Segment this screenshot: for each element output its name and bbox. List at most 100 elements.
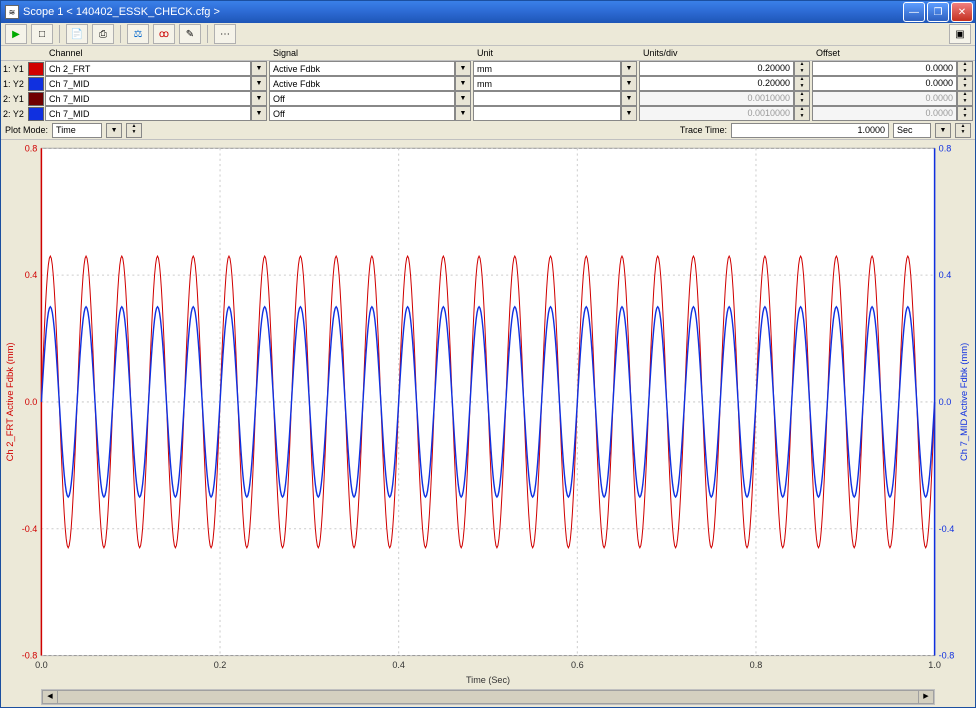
color-swatch[interactable] (28, 77, 44, 91)
scroll-right-icon[interactable]: ▶ (918, 690, 934, 704)
tracetime-value[interactable]: 1.0000 (731, 123, 889, 138)
svg-text:0.8: 0.8 (750, 660, 763, 670)
svg-text:-0.4: -0.4 (22, 524, 38, 534)
channel-drop-icon[interactable]: ▼ (251, 61, 267, 76)
unitsdiv-spin[interactable]: ▲▼ (794, 76, 810, 91)
signal-select[interactable]: Active Fdbk (269, 76, 455, 91)
scroll-thumb[interactable] (57, 690, 919, 704)
channel-row: 1: Y1Ch 2_FRT▼Active Fdbk▼mm▼0.20000▲▼0.… (1, 61, 975, 76)
play-button[interactable]: ▶ (5, 24, 27, 44)
unit-select[interactable] (473, 106, 621, 121)
offset-spin[interactable]: ▲▼ (957, 61, 973, 76)
svg-text:0.0: 0.0 (35, 660, 48, 670)
channel-row: 1: Y2Ch 7_MID▼Active Fdbk▼mm▼0.20000▲▼0.… (1, 76, 975, 91)
scope-window: ≋ Scope 1 < 140402_ESSK_CHECK.cfg > — ❐ … (0, 0, 976, 708)
print-button[interactable]: ⎙ (92, 24, 114, 44)
svg-text:0.4: 0.4 (939, 270, 952, 280)
row-label: 1: Y1 (1, 64, 27, 74)
signal-select[interactable]: Off (269, 91, 455, 106)
header-channel: Channel (45, 48, 251, 58)
color-swatch[interactable] (28, 107, 44, 121)
svg-text:Ch 2_FRT Active Fdbk (mm): Ch 2_FRT Active Fdbk (mm) (5, 342, 15, 461)
channel-select[interactable]: Ch 7_MID (45, 106, 251, 121)
plot-area[interactable]: 0.00.20.40.60.81.0-0.8-0.8-0.4-0.40.00.0… (3, 142, 973, 687)
offset-spin[interactable]: ▲▼ (957, 76, 973, 91)
unit-select[interactable]: mm (473, 61, 621, 76)
title-bar[interactable]: ≋ Scope 1 < 140402_ESSK_CHECK.cfg > — ❐ … (1, 1, 975, 23)
scroll-left-icon[interactable]: ◀ (42, 690, 58, 704)
unit-drop-icon[interactable]: ▼ (621, 61, 637, 76)
app-icon: ≋ (5, 5, 19, 19)
header-unitsdiv: Units/div (639, 48, 794, 58)
offset-spin[interactable]: ▲▼ (957, 91, 973, 106)
tracetime-spin[interactable]: ▲▼ (955, 123, 971, 138)
header-offset: Offset (812, 48, 957, 58)
offset-spin[interactable]: ▲▼ (957, 106, 973, 121)
svg-text:1.0: 1.0 (928, 660, 941, 670)
unit-select[interactable] (473, 91, 621, 106)
svg-text:0.8: 0.8 (25, 143, 38, 153)
channel-drop-icon[interactable]: ▼ (251, 76, 267, 91)
channel-select[interactable]: Ch 7_MID (45, 76, 251, 91)
maximize-button[interactable]: ❐ (927, 2, 949, 22)
unitsdiv-spin[interactable]: ▲▼ (794, 91, 810, 106)
svg-text:0.4: 0.4 (392, 660, 405, 670)
signal-drop-icon[interactable]: ▼ (455, 106, 471, 121)
offset-value[interactable]: 0.0000 (812, 106, 957, 121)
channel-row: 2: Y2Ch 7_MID▼Off▼▼0.0010000▲▼0.0000▲▼ (1, 106, 975, 121)
unitsdiv-value[interactable]: 0.0010000 (639, 91, 794, 106)
close-button[interactable]: ✕ (951, 2, 973, 22)
svg-text:0.6: 0.6 (571, 660, 584, 670)
signal-drop-icon[interactable]: ▼ (455, 76, 471, 91)
offset-value[interactable]: 0.0000 (812, 61, 957, 76)
more-button[interactable]: ⋯ (214, 24, 236, 44)
horizontal-scrollbar[interactable]: ◀ ▶ (41, 689, 935, 705)
loop-button[interactable]: ꝏ (153, 24, 175, 44)
open-button[interactable]: 📄 (66, 24, 88, 44)
unit-drop-icon[interactable]: ▼ (621, 91, 637, 106)
signal-select[interactable]: Off (269, 106, 455, 121)
scale-button[interactable]: ⚖ (127, 24, 149, 44)
channel-select[interactable]: Ch 7_MID (45, 91, 251, 106)
unitsdiv-value[interactable]: 0.0010000 (639, 106, 794, 121)
unit-select[interactable]: mm (473, 76, 621, 91)
unitsdiv-spin[interactable]: ▲▼ (794, 106, 810, 121)
svg-text:-0.8: -0.8 (22, 651, 38, 661)
plotmode-row: Plot Mode: Time ▼ ▲▼ Trace Time: 1.0000 … (1, 121, 975, 140)
tracetime-label: Trace Time: (680, 125, 727, 135)
channel-drop-icon[interactable]: ▼ (251, 91, 267, 106)
signal-select[interactable]: Active Fdbk (269, 61, 455, 76)
channel-grid-rows: 1: Y1Ch 2_FRT▼Active Fdbk▼mm▼0.20000▲▼0.… (1, 61, 975, 121)
dock-button[interactable]: ▣ (949, 24, 971, 44)
tracetime-unit[interactable]: Sec (893, 123, 931, 138)
color-swatch[interactable] (28, 62, 44, 76)
header-unit: Unit (473, 48, 621, 58)
signal-drop-icon[interactable]: ▼ (455, 61, 471, 76)
unitsdiv-spin[interactable]: ▲▼ (794, 61, 810, 76)
tracetime-unit-drop-icon[interactable]: ▼ (935, 123, 951, 138)
channel-drop-icon[interactable]: ▼ (251, 106, 267, 121)
channel-select[interactable]: Ch 2_FRT (45, 61, 251, 76)
plotmode-spin[interactable]: ▲▼ (126, 123, 142, 138)
header-signal: Signal (269, 48, 455, 58)
svg-text:0.0: 0.0 (25, 397, 38, 407)
offset-value[interactable]: 0.0000 (812, 76, 957, 91)
color-swatch[interactable] (28, 92, 44, 106)
edit-button[interactable]: ✎ (179, 24, 201, 44)
svg-text:0.4: 0.4 (25, 270, 38, 280)
unitsdiv-value[interactable]: 0.20000 (639, 76, 794, 91)
signal-drop-icon[interactable]: ▼ (455, 91, 471, 106)
channel-row: 2: Y1Ch 7_MID▼Off▼▼0.0010000▲▼0.0000▲▼ (1, 91, 975, 106)
row-label: 2: Y2 (1, 109, 27, 119)
plotmode-select[interactable]: Time (52, 123, 102, 138)
unit-drop-icon[interactable]: ▼ (621, 106, 637, 121)
row-label: 1: Y2 (1, 79, 27, 89)
unit-drop-icon[interactable]: ▼ (621, 76, 637, 91)
stop-button[interactable]: □ (31, 24, 53, 44)
plotmode-drop-icon[interactable]: ▼ (106, 123, 122, 138)
svg-text:-0.4: -0.4 (939, 524, 955, 534)
offset-value[interactable]: 0.0000 (812, 91, 957, 106)
minimize-button[interactable]: — (903, 2, 925, 22)
svg-text:Ch 7_MID Active Fdbk (mm): Ch 7_MID Active Fdbk (mm) (959, 343, 969, 461)
unitsdiv-value[interactable]: 0.20000 (639, 61, 794, 76)
